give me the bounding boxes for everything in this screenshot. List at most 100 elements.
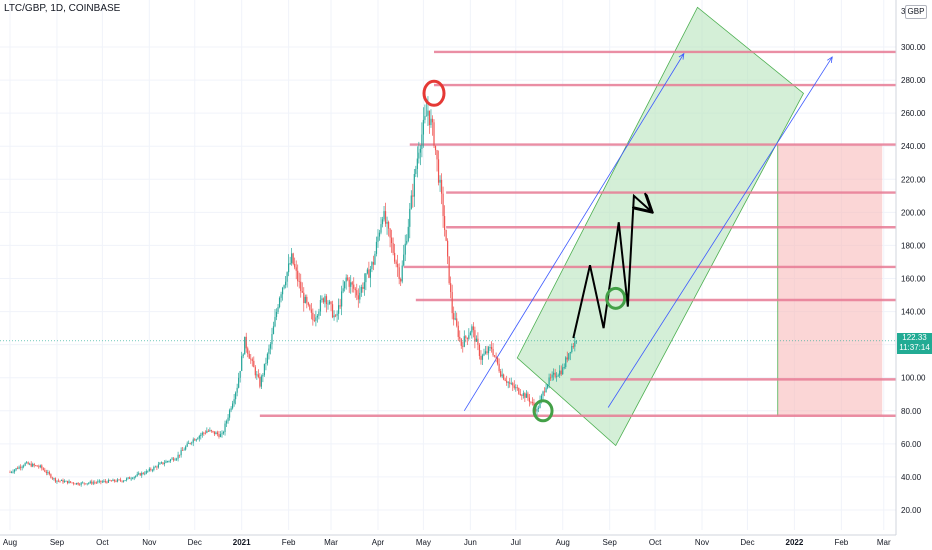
candle-body	[162, 462, 163, 464]
candle-body	[355, 289, 356, 290]
candle-body	[79, 485, 80, 486]
candle-body	[117, 480, 118, 482]
candle-body	[181, 450, 182, 455]
symbol-title[interactable]: LTC/GBP, 1D, COINBASE	[4, 3, 120, 14]
price-tick-label: 240.00	[901, 142, 926, 151]
candle-body	[134, 477, 135, 478]
candle-body	[386, 222, 387, 224]
candle-body	[464, 336, 465, 346]
candle-body	[446, 230, 447, 241]
candle-body	[388, 222, 389, 229]
candle-body	[73, 483, 74, 484]
candle-body	[144, 474, 145, 475]
candle-body	[511, 383, 512, 384]
candle-body	[403, 255, 404, 266]
candle-body	[59, 481, 60, 482]
candle-body	[435, 146, 436, 150]
candle-body	[12, 472, 13, 473]
candle-body	[542, 391, 543, 395]
time-tick-label: Aug	[556, 538, 570, 547]
candle-body	[227, 418, 228, 422]
candle-body	[84, 483, 85, 484]
candle-body	[76, 483, 77, 484]
candle-body	[185, 447, 186, 450]
candle-body	[520, 394, 521, 395]
candle-body	[55, 478, 56, 481]
candle-body	[91, 482, 92, 484]
candle-body	[190, 443, 191, 444]
candle-body	[38, 467, 39, 468]
candle-body	[223, 432, 224, 433]
candle-body	[421, 134, 422, 148]
candle-body	[32, 464, 33, 466]
candle-body	[400, 279, 401, 282]
candle-body	[353, 285, 354, 289]
candle-body	[128, 477, 129, 478]
candle-body	[279, 298, 280, 307]
candle-body	[173, 458, 174, 460]
candle-body	[273, 326, 274, 334]
candle-body	[299, 281, 300, 282]
candle-body	[297, 271, 298, 281]
candle-body	[209, 430, 210, 431]
candle-body	[35, 465, 36, 466]
candle-body	[290, 263, 291, 264]
candle-body	[291, 253, 292, 263]
candle-body	[456, 318, 457, 325]
candle-body	[50, 474, 51, 478]
candle-body	[514, 385, 515, 387]
candle-body	[409, 209, 410, 227]
candle-body	[315, 317, 316, 320]
candle-body	[138, 473, 139, 474]
time-tick-label: Nov	[695, 538, 709, 547]
candle-body	[505, 380, 506, 381]
currency-badge[interactable]: GBP	[905, 5, 927, 19]
price-tick-label: 60.00	[901, 440, 922, 449]
candle-body	[200, 435, 201, 436]
candle-body	[346, 278, 347, 282]
candle-body	[424, 116, 425, 120]
candle-body	[318, 311, 319, 315]
candle-body	[120, 480, 121, 481]
candle-body	[238, 378, 239, 388]
candle-body	[397, 264, 398, 267]
candle-body	[300, 282, 301, 291]
candle-body	[474, 330, 475, 342]
candle-body	[75, 484, 76, 485]
candle-body	[558, 375, 559, 376]
candle-body	[250, 359, 251, 360]
candle-body	[96, 482, 97, 483]
candle-body	[259, 377, 260, 387]
candle-body	[518, 388, 519, 394]
candle-body	[482, 355, 483, 359]
candle-body	[184, 450, 185, 451]
candle-body	[124, 480, 125, 481]
candle-body	[480, 356, 481, 360]
candle-body	[356, 290, 357, 295]
candle-body	[324, 296, 325, 302]
candle-body	[188, 443, 189, 444]
candle-body	[494, 355, 495, 356]
candle-body	[333, 315, 334, 317]
candle-body	[405, 244, 406, 255]
candle-body	[109, 480, 110, 481]
time-tick-label: Feb	[834, 538, 848, 547]
candle-body	[358, 295, 359, 299]
candle-body	[335, 315, 336, 316]
candle-body	[347, 278, 348, 280]
candle-body	[439, 180, 440, 183]
candle-body	[338, 305, 339, 314]
candle-body	[28, 462, 29, 464]
candle-body	[567, 357, 568, 359]
candle-body	[396, 262, 397, 264]
candle-body	[352, 282, 353, 284]
candle-body	[26, 462, 27, 463]
candle-body	[515, 387, 516, 388]
candle-body	[241, 356, 242, 371]
candle-body	[532, 402, 533, 403]
candle-body	[215, 432, 216, 434]
candle-body	[391, 238, 392, 243]
candle-body	[559, 371, 560, 376]
candle-body	[432, 119, 433, 123]
